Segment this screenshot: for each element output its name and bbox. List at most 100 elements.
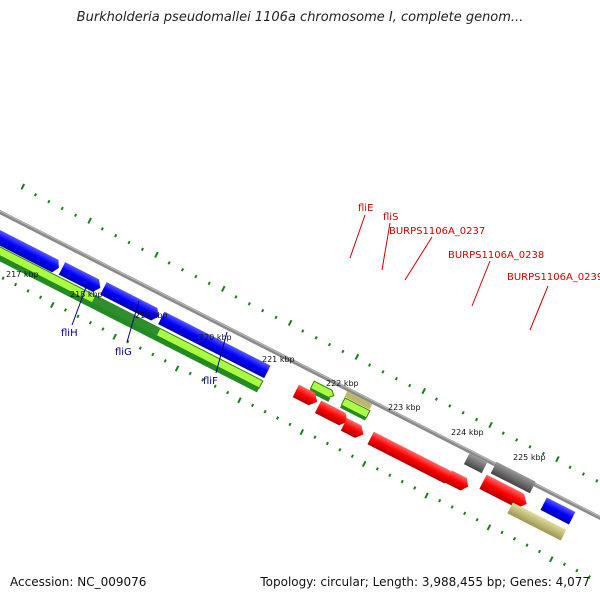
track-group <box>0 183 600 579</box>
gene-arrow-red-2[interactable] <box>314 400 351 427</box>
outer-tick <box>74 213 78 218</box>
outer-tick <box>354 353 360 361</box>
gene-label-fliF[interactable]: fliF <box>203 376 218 387</box>
gene-arrow-gray-1[interactable] <box>463 453 488 474</box>
inner-tick <box>500 530 504 535</box>
gene-arrow-blue-4[interactable] <box>158 311 271 379</box>
gene-arrow-blue-2[interactable] <box>58 262 104 294</box>
gene-arrow-blue-1[interactable] <box>0 229 62 274</box>
outer-tick <box>87 217 92 224</box>
outer-tick <box>221 285 226 292</box>
gene-arrow-darkgreen-2[interactable] <box>91 295 161 336</box>
inner-tick <box>38 295 43 300</box>
inner-tick <box>101 327 105 331</box>
inner-tick <box>63 308 68 312</box>
inner-tick-ruler <box>1 276 591 579</box>
outer-tick <box>515 438 519 442</box>
callout-line-burps0237 <box>404 236 433 281</box>
inner-tick <box>313 435 317 439</box>
outer-tick <box>60 206 64 211</box>
outer-tick <box>381 370 385 374</box>
inner-tick <box>201 378 205 382</box>
inner-tick <box>549 556 554 563</box>
gene-arrow-blue-right[interactable] <box>540 497 576 525</box>
callout-line-burps0238 <box>471 260 491 307</box>
inner-tick <box>525 543 529 547</box>
gene-arrow-fliE-lower[interactable] <box>308 388 331 402</box>
inner-tick <box>213 384 217 389</box>
callout-line-burps0239 <box>529 285 549 331</box>
outer-tick <box>327 342 332 347</box>
outer-tick <box>301 329 305 333</box>
gene-label-fliH[interactable]: fliH <box>61 328 78 339</box>
gene-arrow-fliE[interactable] <box>309 380 336 399</box>
outer-tick <box>541 451 545 456</box>
ruler-label: 219 kbp <box>135 311 168 320</box>
outer-tick <box>20 183 26 190</box>
gene-arrow-red-3[interactable] <box>340 418 367 440</box>
inner-tick <box>512 537 517 541</box>
gene-arrow-red-1[interactable] <box>292 384 321 408</box>
inner-tick <box>163 359 167 363</box>
outer-tick <box>568 465 572 470</box>
gene-label-fliG[interactable]: fliG <box>115 347 132 358</box>
outer-tick <box>234 295 238 299</box>
inner-tick <box>575 568 579 573</box>
inner-tick <box>288 422 292 427</box>
inner-tick <box>14 282 18 287</box>
callout-line-fliH <box>71 281 89 326</box>
inner-tick <box>587 575 591 579</box>
gene-arrow-khaki-right[interactable] <box>507 502 567 541</box>
inner-tick <box>350 454 354 458</box>
outer-tick <box>581 472 586 476</box>
inner-tick <box>475 517 479 522</box>
gene-arrow-burps0239[interactable] <box>479 474 530 512</box>
inner-tick <box>413 486 417 490</box>
gene-label-fliS[interactable]: fliS <box>383 212 398 223</box>
outer-tick <box>394 376 398 381</box>
inner-tick <box>237 397 242 404</box>
gene-label-burps0238[interactable]: BURPS1106A_0238 <box>448 250 544 261</box>
ruler-label: 224 kbp <box>451 428 484 437</box>
outer-tick <box>154 251 159 258</box>
ruler-label: 225 kbp <box>513 453 546 462</box>
inner-tick <box>275 416 280 420</box>
gene-arrow-gray-2[interactable] <box>490 461 536 494</box>
gene-arrow-fliS[interactable] <box>344 391 373 410</box>
inner-tick <box>361 460 367 467</box>
inner-tick <box>174 365 180 372</box>
inner-tick <box>537 549 542 554</box>
outer-tick <box>368 363 372 367</box>
outer-tick <box>194 274 198 279</box>
inner-tick <box>562 562 567 567</box>
gene-arrow-burps0238[interactable] <box>445 470 471 492</box>
plus-strand-features <box>292 380 576 541</box>
gene-label-fliE[interactable]: fliE <box>358 203 373 214</box>
callout-line-fliS <box>381 222 391 271</box>
outer-tick <box>261 308 265 313</box>
gene-label-burps0239[interactable]: BURPS1106A_0239 <box>507 272 600 283</box>
outer-tick <box>140 247 144 252</box>
gene-arrow-darkgreen-1[interactable] <box>0 249 260 393</box>
outer-tick <box>448 404 452 408</box>
outer-tick <box>595 479 599 483</box>
outer-tick <box>127 240 131 245</box>
ruler-labels: 217 kbp 218 kbp 219 kbp 220 kbp 221 kbp … <box>6 270 546 462</box>
ruler-label: 223 kbp <box>388 403 421 412</box>
inner-tick <box>138 346 142 350</box>
gene-arrow-fliS-dark[interactable] <box>339 405 367 421</box>
gene-label-burps0237[interactable]: BURPS1106A_0237 <box>389 226 485 237</box>
inner-tick <box>188 371 192 376</box>
inner-tick <box>151 352 155 357</box>
outer-tick <box>421 387 427 395</box>
outer-tick <box>488 421 493 429</box>
minus-strand-labels: fliH fliG fliF <box>61 281 228 387</box>
outer-tick-ruler <box>20 183 599 483</box>
gene-arrow-burps0237[interactable] <box>367 431 457 487</box>
inner-tick <box>251 403 255 408</box>
callout-line-fliG <box>126 300 140 343</box>
gene-arrow-blue-3[interactable] <box>100 282 162 323</box>
inner-tick <box>88 320 92 325</box>
inner-tick <box>299 428 305 436</box>
